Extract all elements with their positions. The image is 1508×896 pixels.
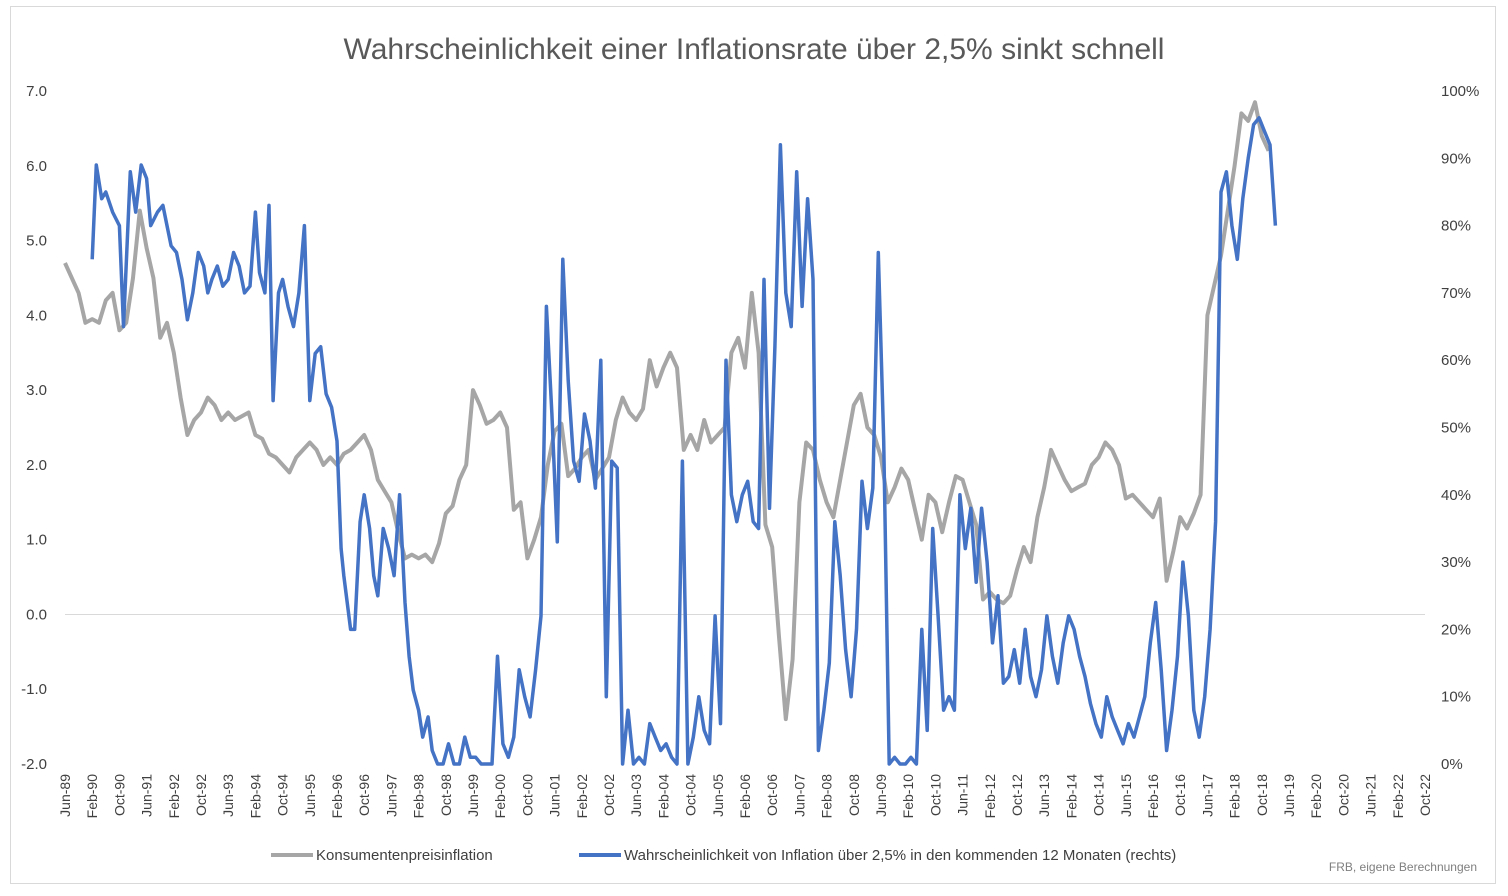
right-y-tick-label: 50% [1441,420,1471,437]
chart-svg: Wahrscheinlichkeit einer Inflationsrate … [21,33,1479,874]
x-tick-label: Feb-90 [84,774,100,819]
legend-label-cpi: Konsumentenpreisinflation [316,847,493,864]
x-tick-label: Jun-03 [628,774,644,817]
x-tick-label: Feb-08 [819,774,835,819]
series-line-cpi [63,100,1271,722]
right-y-tick-label: 70% [1441,285,1471,302]
x-tick-label: Feb-98 [411,774,427,819]
x-tick-label: Oct-16 [1172,774,1188,816]
left-y-tick-label: 1.0 [26,532,47,549]
x-tick-label: Oct-02 [601,774,617,816]
x-tick-label: Oct-00 [519,774,535,816]
x-tick-label: Jun-93 [220,774,236,817]
x-tick-label: Feb-10 [900,774,916,819]
left-y-tick-label: 0.0 [26,606,47,623]
x-tick-label: Oct-18 [1254,774,1270,816]
x-tick-label: Jun-01 [547,774,563,817]
series-line-probability [90,116,1278,766]
x-tick-label: Oct-12 [1009,774,1025,816]
left-y-tick-label: 5.0 [26,233,47,250]
right-y-tick-label: 80% [1441,218,1471,235]
x-tick-label: Feb-16 [1145,774,1161,819]
left-y-tick-label: 4.0 [26,307,47,324]
right-y-tick-label: 40% [1441,487,1471,504]
x-tick-label: Jun-21 [1363,774,1379,817]
legend: Konsumentenpreisinflation Wahrscheinlich… [271,847,1176,864]
x-tick-label: Jun-15 [1118,774,1134,817]
x-tick-label: Feb-20 [1308,774,1324,819]
left-y-axis: -2.0 -1.0 0.0 1.0 2.0 3.0 4.0 5.0 6.0 7.0 [21,83,47,773]
left-y-tick-label: 2.0 [26,457,47,474]
x-tick-label: Jun-17 [1199,774,1215,817]
x-tick-label: Oct-08 [846,774,862,816]
right-y-axis: 0% 10% 20% 30% 40% 50% 60% 70% 80% 90% 100% [1441,83,1479,773]
x-tick-label: Oct-96 [356,774,372,816]
left-y-tick-label: -2.0 [21,756,47,773]
right-y-tick-label: 60% [1441,352,1471,369]
source-note: FRB, eigene Berechnungen [1329,860,1477,874]
x-tick-label: Oct-04 [683,774,699,816]
x-tick-label: Oct-22 [1417,774,1433,816]
right-y-tick-label: 10% [1441,689,1471,706]
x-tick-label: Jun-07 [791,774,807,817]
x-axis: Jun-89 Feb-90 Oct-90 Jun-91 Feb-92 Oct-92 Jun-… [57,774,1433,819]
x-tick-label: Feb-02 [574,774,590,819]
x-tick-label: Jun-95 [302,774,318,817]
x-tick-label: Jun-89 [57,774,73,817]
legend-label-probability: Wahrscheinlichkeit von Inflation über 2,… [624,847,1176,864]
x-tick-label: Jun-19 [1281,774,1297,817]
right-y-tick-label: 30% [1441,554,1471,571]
x-tick-label: Feb-92 [166,774,182,819]
x-tick-label: Jun-11 [955,774,971,816]
x-tick-label: Jun-05 [710,774,726,817]
x-tick-label: Oct-90 [111,774,127,816]
x-tick-label: Oct-14 [1091,774,1107,816]
x-tick-label: Jun-99 [465,774,481,817]
x-tick-label: Feb-12 [982,774,998,819]
x-tick-label: Oct-10 [927,774,943,816]
left-y-tick-label: 6.0 [26,158,47,175]
x-tick-label: Feb-94 [247,774,263,819]
left-y-tick-label: -1.0 [21,681,47,698]
x-tick-label: Feb-00 [492,774,508,819]
right-y-tick-label: 90% [1441,150,1471,167]
series-layer [63,100,1278,766]
x-tick-label: Oct-06 [764,774,780,816]
x-tick-label: Oct-20 [1335,774,1351,816]
x-tick-label: Feb-14 [1063,774,1079,819]
x-tick-label: Oct-92 [193,774,209,816]
right-y-tick-label: 20% [1441,621,1471,638]
x-tick-label: Feb-04 [655,774,671,819]
x-tick-label: Oct-94 [275,774,291,816]
x-tick-label: Jun-97 [383,774,399,817]
x-tick-label: Feb-96 [329,774,345,819]
chart-frame: Wahrscheinlichkeit einer Inflationsrate … [10,6,1496,884]
x-tick-label: Jun-09 [873,774,889,817]
right-y-tick-label: 0% [1441,756,1463,773]
x-tick-label: Jun-13 [1036,774,1052,817]
x-tick-label: Feb-06 [737,774,753,819]
right-y-tick-label: 100% [1441,83,1479,100]
x-tick-label: Oct-98 [438,774,454,816]
left-y-tick-label: 3.0 [26,382,47,399]
x-tick-label: Jun-91 [139,774,155,817]
x-tick-label: Feb-22 [1390,774,1406,819]
x-tick-label: Feb-18 [1227,774,1243,819]
left-y-tick-label: 7.0 [26,83,47,100]
chart-title: Wahrscheinlichkeit einer Inflationsrate … [344,33,1165,66]
